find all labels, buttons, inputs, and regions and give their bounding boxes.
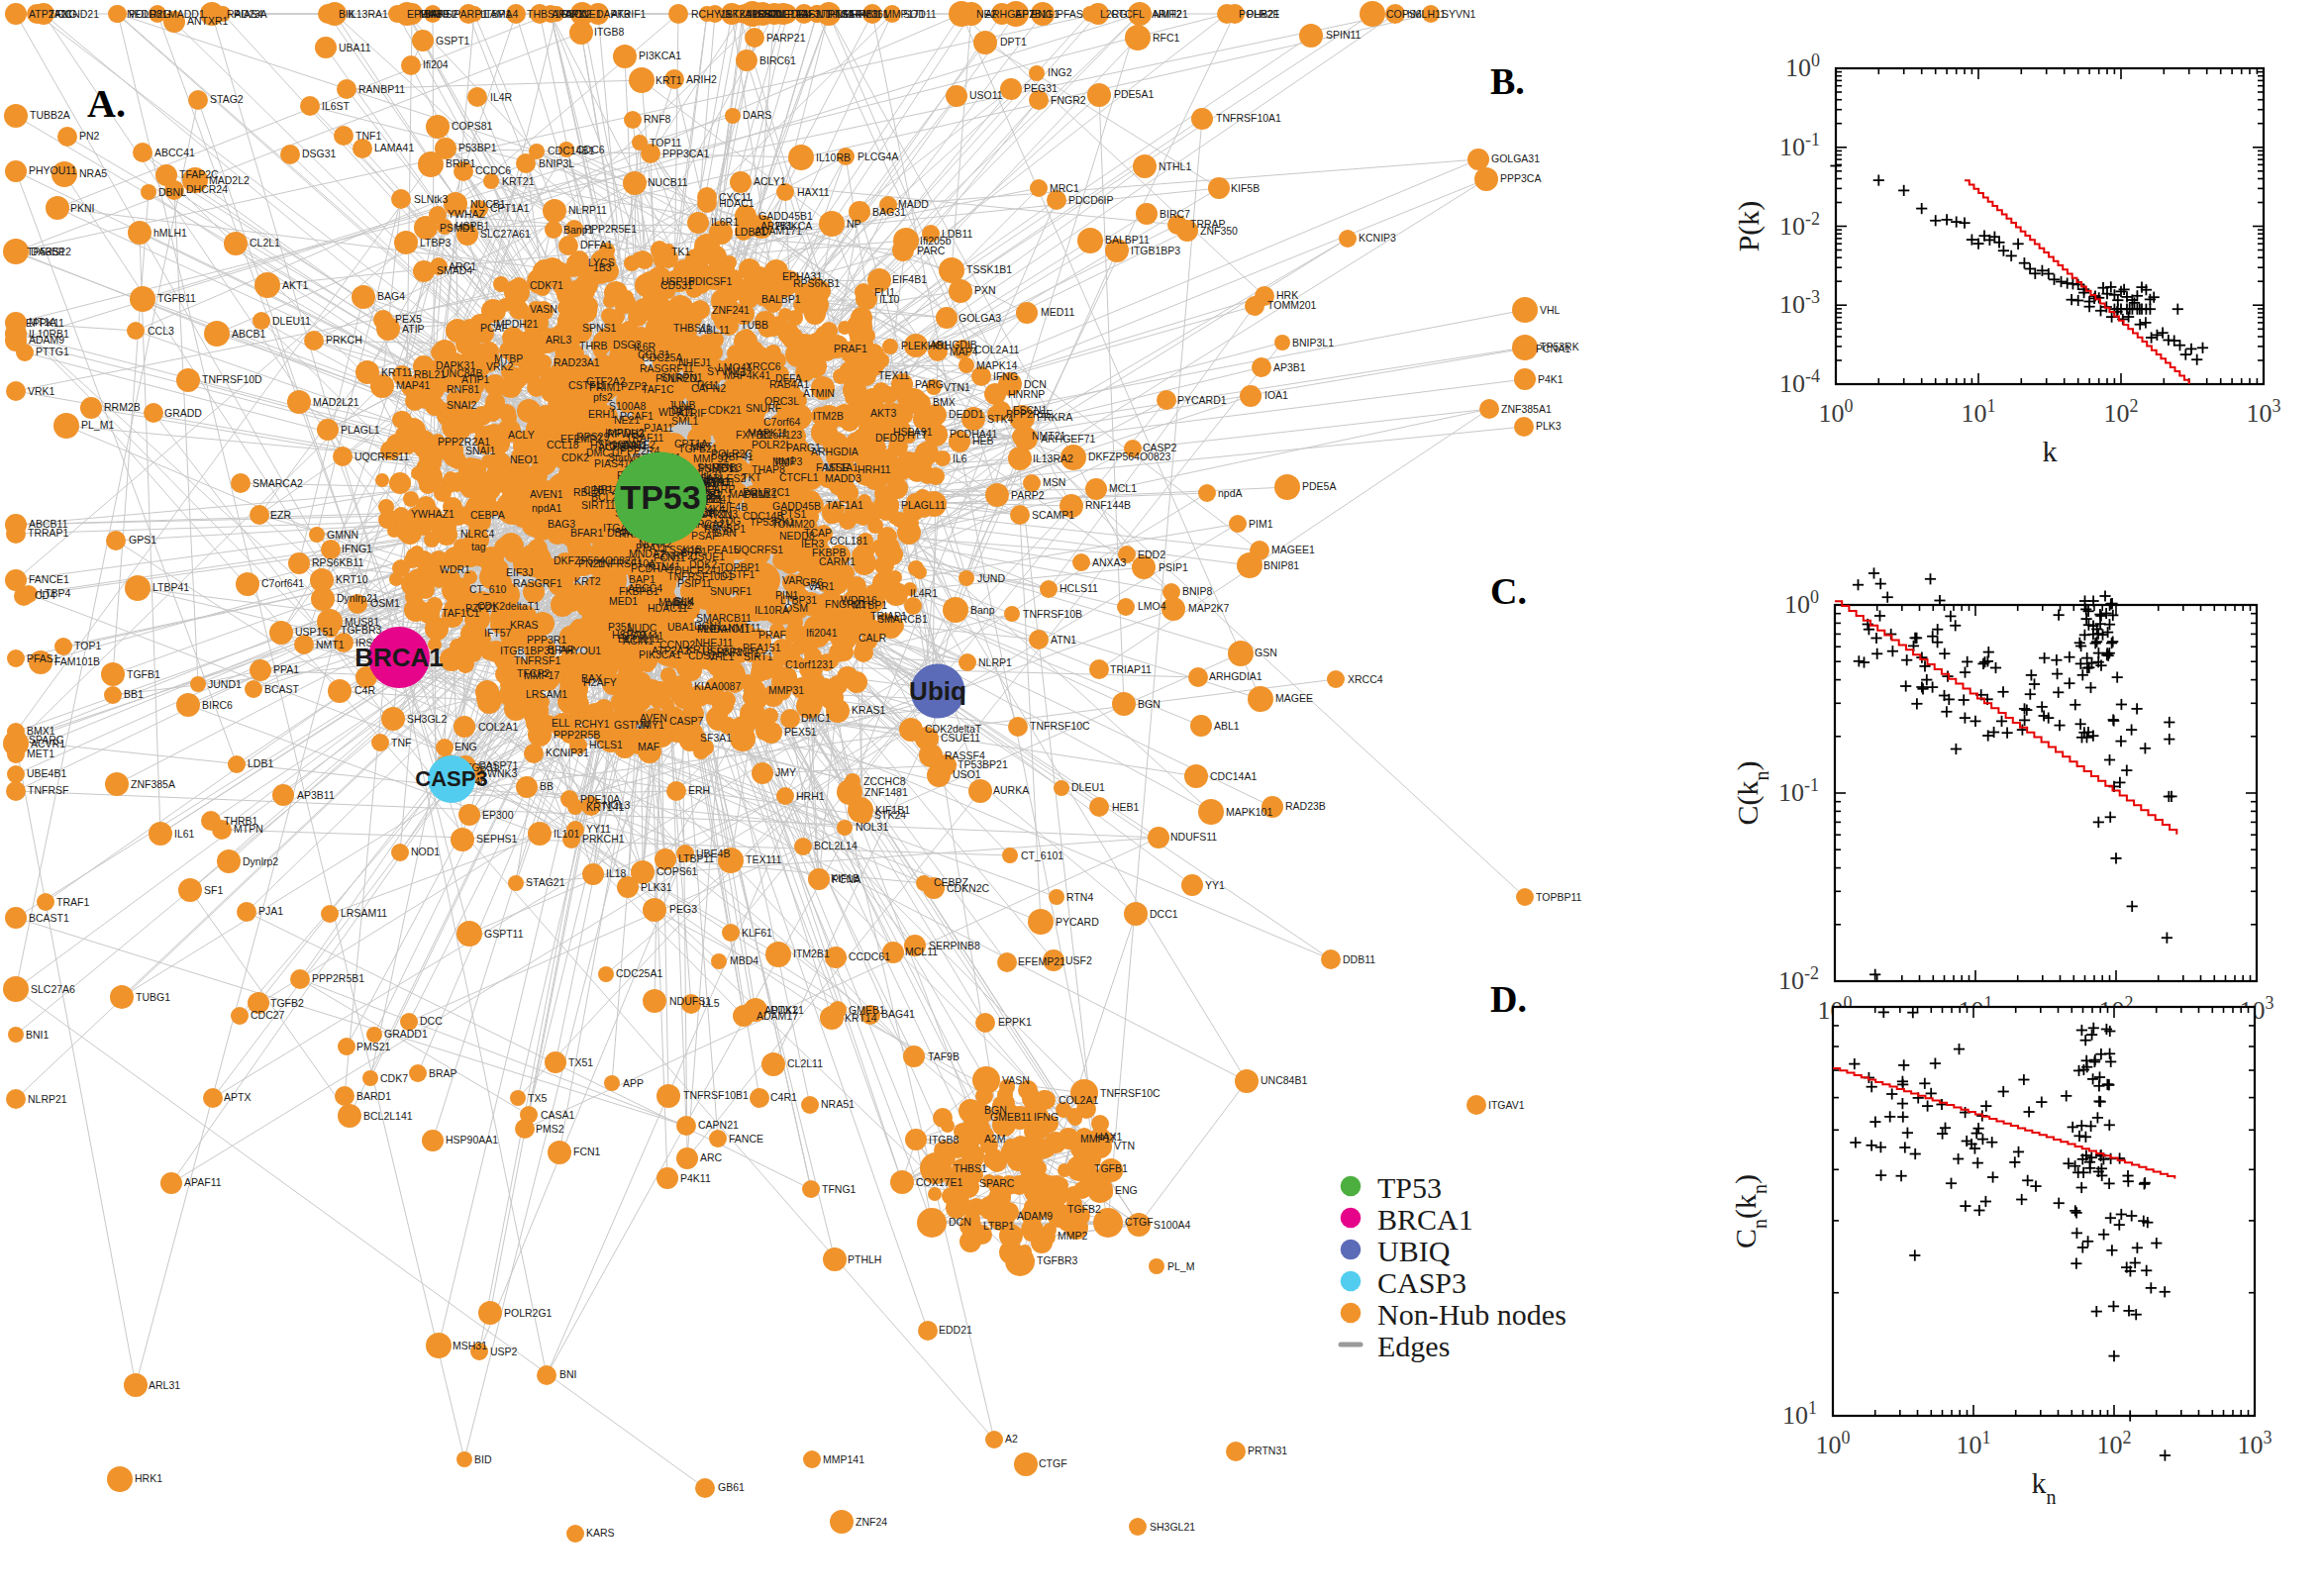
svg-text:C.: C. [1490,570,1527,612]
svg-text:100: 100 [1784,587,1819,619]
svg-text:P(k): P(k) [1732,201,1766,252]
svg-text:kn: kn [2032,1466,2057,1508]
svg-text:Cn(kn): Cn(kn) [1729,1174,1770,1248]
svg-text:100: 100 [1785,50,1820,82]
svg-text:10-3: 10-3 [1779,287,1820,319]
svg-text:10-2: 10-2 [1779,209,1820,241]
svg-text:100: 100 [1819,396,1854,428]
svg-text:D.: D. [1490,978,1527,1020]
svg-text:10-2: 10-2 [1778,963,1819,995]
svg-text:103: 103 [2247,396,2281,428]
svg-text:102: 102 [2097,1428,2132,1459]
svg-text:C(kn): C(kn) [1731,761,1772,826]
svg-text:101: 101 [1962,396,1996,428]
svg-text:102: 102 [2104,396,2139,428]
svg-text:B.: B. [1490,60,1525,102]
svg-text:103: 103 [2238,1428,2272,1459]
svg-text:k: k [2043,435,2058,467]
svg-text:10-4: 10-4 [1779,366,1820,398]
svg-text:10-1: 10-1 [1779,130,1820,161]
svg-text:10-1: 10-1 [1778,775,1819,807]
svg-text:101: 101 [1782,1398,1817,1430]
svg-text:100: 100 [1816,1428,1851,1459]
svg-text:101: 101 [1957,1428,1991,1459]
